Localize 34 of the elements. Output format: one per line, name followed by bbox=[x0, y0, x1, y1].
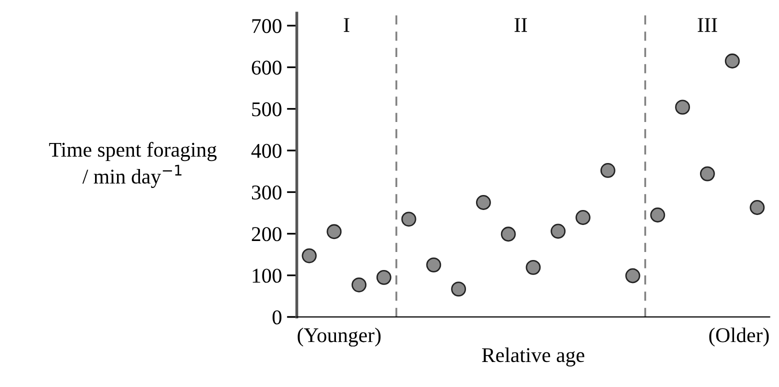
y-tick-label: 0 bbox=[272, 310, 282, 324]
point bbox=[326, 224, 342, 240]
y-tick-label: 200 bbox=[252, 227, 282, 242]
point bbox=[700, 166, 715, 182]
text: (Younger) bbox=[298, 328, 381, 347]
point bbox=[376, 270, 392, 285]
point bbox=[476, 195, 491, 210]
annotation: II bbox=[514, 18, 527, 32]
point bbox=[650, 208, 666, 222]
point bbox=[750, 200, 765, 215]
point bbox=[625, 268, 640, 284]
point bbox=[526, 260, 541, 275]
point bbox=[352, 277, 366, 292]
point bbox=[724, 54, 740, 68]
y-axis-title: Time spent foraging / min day$^{−1}$ bbox=[49, 142, 217, 188]
annotation: III bbox=[698, 18, 718, 32]
y-tick-label: 700 bbox=[252, 19, 282, 34]
point bbox=[675, 100, 690, 115]
point bbox=[600, 163, 616, 178]
x-axis-title: Relative age bbox=[482, 348, 584, 366]
point bbox=[550, 224, 566, 239]
point bbox=[401, 212, 416, 227]
y-tick-label: 500 bbox=[252, 102, 282, 116]
y-tick-label: 400 bbox=[251, 144, 282, 158]
point bbox=[302, 248, 317, 264]
point bbox=[500, 226, 516, 242]
text: (Older) bbox=[709, 328, 769, 346]
y-tick-label: 100 bbox=[252, 268, 282, 283]
annotation: I bbox=[344, 18, 350, 32]
point bbox=[576, 210, 590, 225]
point bbox=[451, 282, 466, 297]
y-tick-label: 600 bbox=[252, 60, 282, 75]
point bbox=[426, 257, 442, 272]
y-tick-label: 300 bbox=[252, 185, 282, 200]
